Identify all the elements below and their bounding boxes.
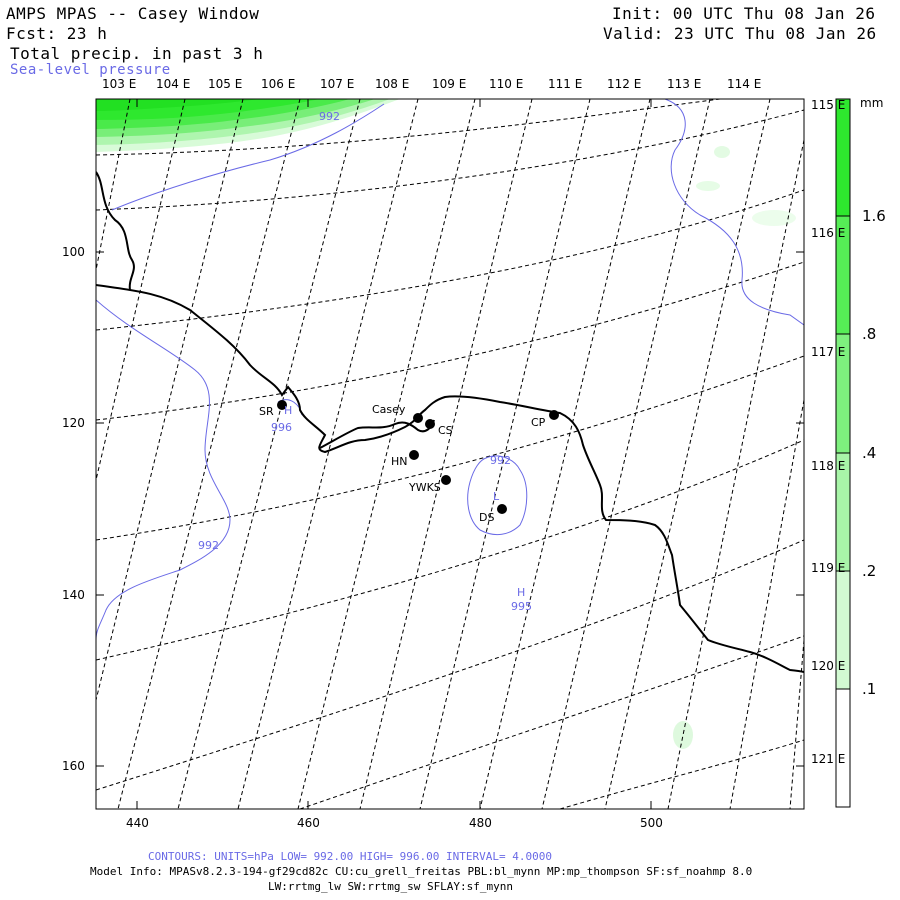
init-time: Init: 00 UTC Thu 08 Jan 26 <box>612 4 876 23</box>
precip-shading <box>96 99 796 749</box>
x-tick-500: 500 <box>640 816 663 830</box>
pressure-contours <box>96 99 804 641</box>
station-hn-marker <box>409 450 419 460</box>
station-ywks-marker <box>441 475 451 485</box>
lon-label-109: 109 E <box>432 77 467 91</box>
y-tick-100: 100 <box>62 245 85 259</box>
lon-label-105: 105 E <box>208 77 243 91</box>
station-label-cs: CS <box>438 424 453 437</box>
model-info-line-2: LW:rrtmg_lw SW:rrtmg_sw SFLAY:sf_mynn <box>268 880 514 893</box>
contour-label-992-top: 992 <box>319 110 340 123</box>
colorbar-label-0-8: .8 <box>862 325 877 343</box>
station-cs-marker <box>425 419 435 429</box>
valid-time: Valid: 23 UTC Thu 08 Jan 26 <box>603 24 877 43</box>
x-tick-480: 480 <box>469 816 492 830</box>
lon-label-104: 104 E <box>156 77 191 91</box>
lon-label-115: 115 E <box>811 98 846 112</box>
colorbar-label-0-2: .2 <box>862 562 877 580</box>
lon-label-118: 118 E <box>811 459 846 473</box>
map-layers <box>96 99 804 809</box>
figure-title: AMPS MPAS -- Casey Window <box>6 4 260 23</box>
station-label-ds: DS <box>479 511 495 524</box>
lon-label-121: 121 E <box>811 752 846 766</box>
lon-label-116: 116 E <box>811 226 846 240</box>
lon-label-106: 106 E <box>261 77 296 91</box>
field-name: Total precip. in past 3 h <box>10 44 264 63</box>
forecast-hour: Fcst: 23 h <box>6 24 108 43</box>
map-frame <box>95 98 805 810</box>
y-tick-140: 140 <box>62 588 85 602</box>
graticule <box>96 99 804 809</box>
lon-label-119: 119 E <box>811 561 846 575</box>
contour-label-992-left: 992 <box>198 539 219 552</box>
high-pressure-marker-2: H <box>517 586 526 599</box>
station-label-casey: Casey <box>372 403 406 416</box>
station-label-hn: HN <box>391 455 408 468</box>
station-cp-marker <box>549 410 559 420</box>
station-label-ywks: YWKS <box>409 481 441 494</box>
lon-label-103: 103 E <box>102 77 137 91</box>
colorbar <box>835 98 851 808</box>
contour-label-995: 995 <box>511 600 532 613</box>
colorbar-unit: mm <box>860 96 884 110</box>
contours-info: CONTOURS: UNITS=hPa LOW= 992.00 HIGH= 99… <box>148 850 552 863</box>
lon-label-117: 117 E <box>811 345 846 359</box>
colorbar-label-1-6: 1.6 <box>862 207 886 225</box>
lon-label-114: 114 E <box>727 77 762 91</box>
lon-label-111: 111 E <box>548 77 583 91</box>
axis-ticks <box>96 99 804 809</box>
stations <box>277 400 559 514</box>
coastline <box>96 171 804 673</box>
high-pressure-marker: H <box>284 404 293 417</box>
lon-label-120: 120 E <box>811 659 846 673</box>
colorbar-label-0-1: .1 <box>862 680 877 698</box>
contour-label-992-low: 992 <box>490 454 511 467</box>
station-sr-marker <box>277 400 287 410</box>
station-label-cp: CP <box>531 416 546 429</box>
station-casey-marker <box>413 413 423 423</box>
lon-label-110: 110 E <box>489 77 524 91</box>
x-tick-440: 440 <box>126 816 149 830</box>
y-tick-160: 160 <box>62 759 85 773</box>
y-tick-120: 120 <box>62 416 85 430</box>
lon-label-108: 108 E <box>375 77 410 91</box>
lon-label-107: 107 E <box>320 77 355 91</box>
lon-label-112: 112 E <box>607 77 642 91</box>
overlay-name: Sea-level pressure <box>10 62 171 78</box>
x-tick-460: 460 <box>297 816 320 830</box>
contour-label-996: 996 <box>271 421 292 434</box>
model-info-line-1: Model Info: MPASv8.2.3-194-gf29cd82c CU:… <box>90 865 753 878</box>
colorbar-label-0-4: .4 <box>862 444 877 462</box>
station-label-sr: SR <box>259 405 274 418</box>
low-pressure-marker: L <box>493 490 500 503</box>
station-ds-marker <box>497 504 507 514</box>
lon-label-113: 113 E <box>667 77 702 91</box>
